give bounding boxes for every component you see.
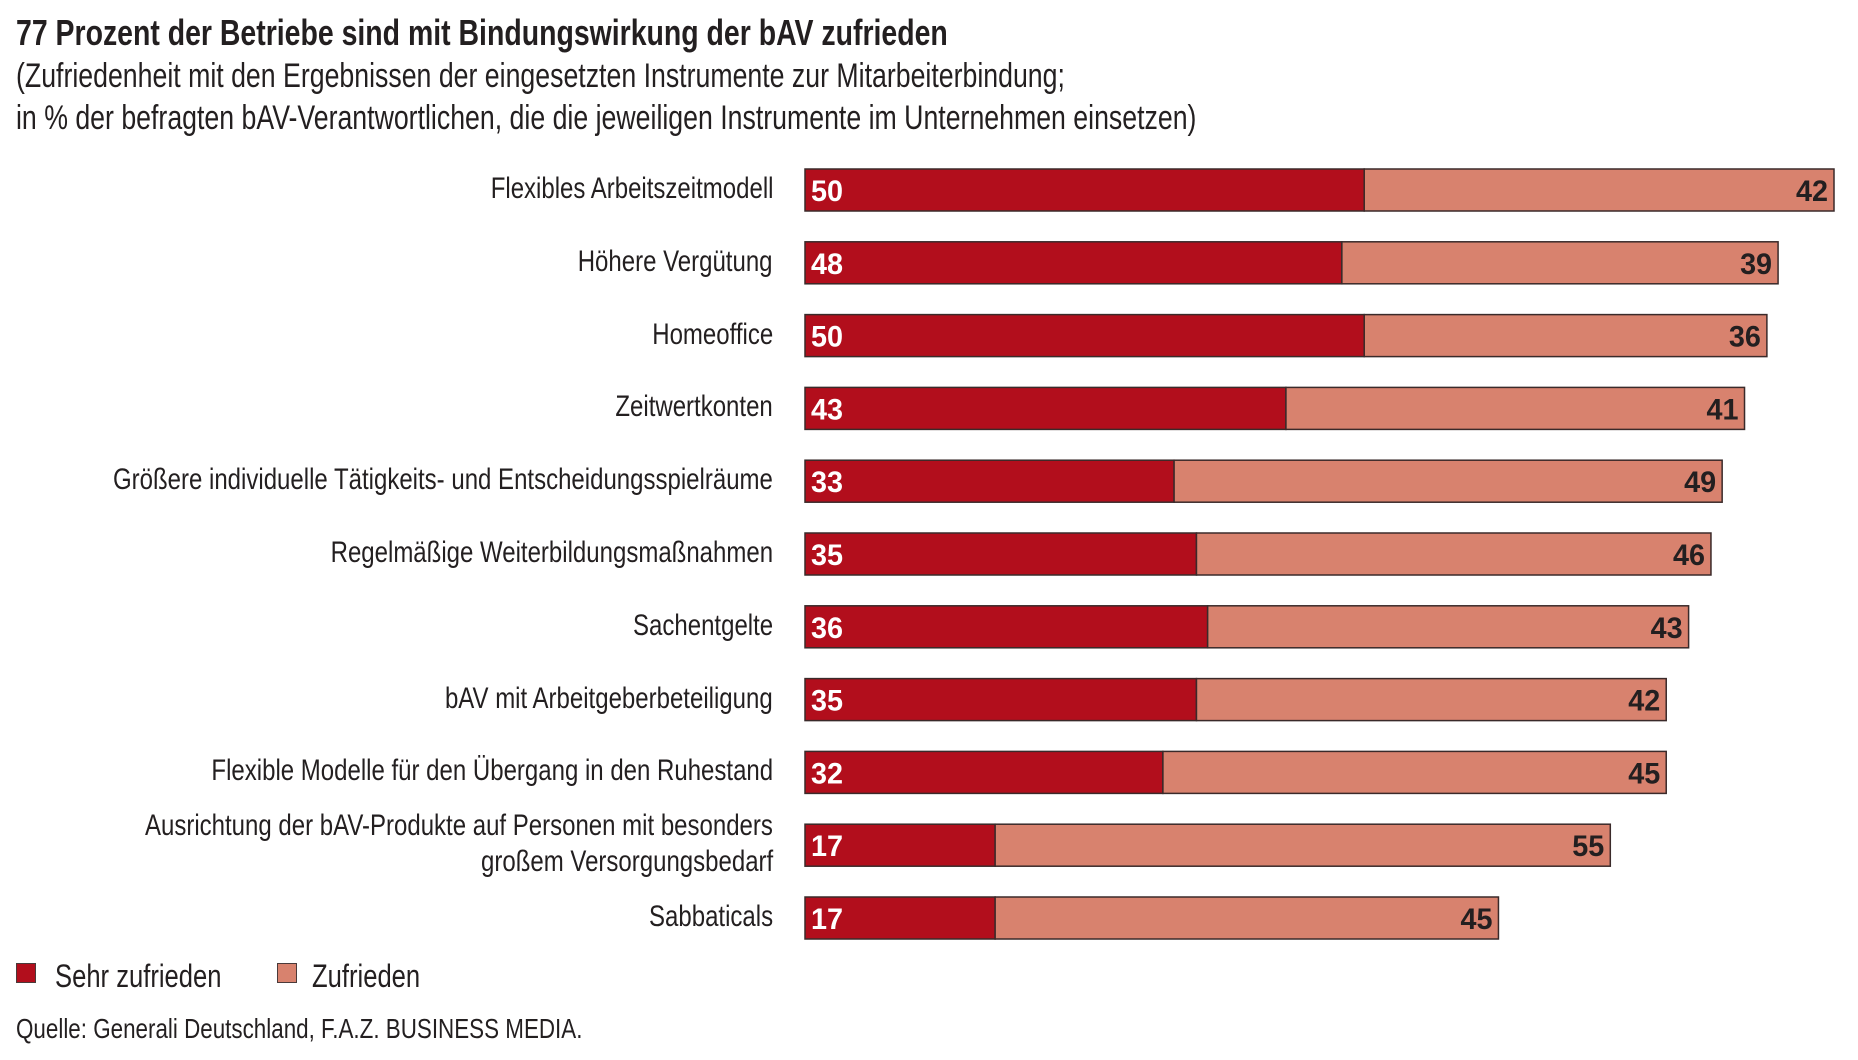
category-label: Flexible Modelle für den Übergang in den… xyxy=(211,754,773,788)
bar-segment-sehr-zufrieden xyxy=(804,168,1365,212)
bar-segment-zufrieden xyxy=(1173,459,1723,503)
category-label: großem Versorgungsbedarf xyxy=(480,845,773,879)
bar-row: 35 46 xyxy=(804,532,1712,576)
bar-segment-sehr-zufrieden xyxy=(804,750,1164,795)
data-label-sehr-zufrieden: 35 xyxy=(811,539,843,572)
data-label-sehr-zufrieden: 43 xyxy=(811,393,843,426)
data-label-sehr-zufrieden: 17 xyxy=(811,830,843,863)
bar-segment-sehr-zufrieden xyxy=(804,605,1209,649)
bar-row: 43 41 xyxy=(804,386,1746,431)
bar-segment-zufrieden xyxy=(994,896,1500,940)
category-label: Größere individuelle Tätigkeits- und Ent… xyxy=(113,463,773,497)
bar-segment-zufrieden xyxy=(1195,677,1667,722)
data-label-zufrieden: 36 xyxy=(1729,321,1761,354)
data-label-sehr-zufrieden: 48 xyxy=(811,248,843,281)
bar-segment-zufrieden xyxy=(994,823,1612,867)
bar-segment-sehr-zufrieden xyxy=(804,386,1287,431)
data-label-sehr-zufrieden: 50 xyxy=(811,175,843,208)
data-label-sehr-zufrieden: 36 xyxy=(811,612,843,645)
data-label-sehr-zufrieden: 32 xyxy=(811,757,843,790)
bar-row: 36 43 xyxy=(804,605,1690,649)
bar-segment-zufrieden xyxy=(1162,750,1667,795)
data-label-sehr-zufrieden: 17 xyxy=(811,903,843,936)
category-label: Sachentgelte xyxy=(632,608,773,642)
bar-segment-sehr-zufrieden xyxy=(804,532,1198,576)
data-label-zufrieden: 41 xyxy=(1707,393,1739,426)
category-label: Homeoffice xyxy=(652,317,773,351)
data-label-zufrieden: 39 xyxy=(1740,248,1772,281)
bar-row: 50 36 xyxy=(804,313,1768,358)
data-label-zufrieden: 42 xyxy=(1628,685,1660,718)
category-label: Höhere Vergütung xyxy=(578,244,773,278)
data-label-zufrieden: 42 xyxy=(1796,175,1828,208)
data-label-zufrieden: 46 xyxy=(1673,539,1705,572)
bar-segment-sehr-zufrieden xyxy=(804,896,996,940)
category-label: Zeitwertkonten xyxy=(615,390,773,424)
legend-label-zufrieden: Zufrieden xyxy=(312,958,421,994)
data-label-sehr-zufrieden: 35 xyxy=(811,685,843,718)
legend-label-sehr-zufrieden: Sehr zufrieden xyxy=(55,958,222,994)
chart-subtitle-line-2: in % der befragten bAV-Verantwortlichen,… xyxy=(16,99,1197,137)
bar-segment-sehr-zufrieden xyxy=(804,241,1343,285)
category-label: Sabbaticals xyxy=(648,900,773,933)
bar-row: 33 49 xyxy=(804,459,1723,503)
bar-row: 17 45 xyxy=(804,896,1500,940)
chart-subtitle-line-1: (Zufriedenheit mit den Ergebnissen der e… xyxy=(16,57,1065,95)
data-label-zufrieden: 45 xyxy=(1460,903,1492,936)
category-label: Regelmäßige Weiterbildungsmaßnahmen xyxy=(330,536,773,569)
bar-segment-sehr-zufrieden xyxy=(804,823,996,867)
bar-row: 35 42 xyxy=(804,677,1667,722)
bar-segment-zufrieden xyxy=(1363,313,1768,358)
bar-segment-zufrieden xyxy=(1285,386,1746,431)
bar-row: 32 45 xyxy=(804,750,1667,795)
legend-swatch-zufrieden xyxy=(277,963,297,983)
category-label: bAV mit Arbeitgeberbeteiligung xyxy=(445,681,773,715)
data-label-sehr-zufrieden: 50 xyxy=(811,321,843,354)
bar-row: 17 55 xyxy=(804,823,1612,867)
legend-swatch-sehr-zufrieden xyxy=(16,963,36,983)
chart-title: 77 Prozent der Betriebe sind mit Bindung… xyxy=(16,12,948,53)
source-note: Quelle: Generali Deutschland, F.A.Z. BUS… xyxy=(16,1013,583,1044)
bar-segment-sehr-zufrieden xyxy=(804,677,1198,722)
bar-segment-zufrieden xyxy=(1363,168,1835,212)
data-label-sehr-zufrieden: 33 xyxy=(811,466,843,499)
bar-row: 48 39 xyxy=(804,241,1779,285)
data-label-zufrieden: 55 xyxy=(1572,830,1604,863)
bar-row: 50 42 xyxy=(804,168,1835,212)
bar-segment-sehr-zufrieden xyxy=(804,459,1175,503)
bar-segment-zufrieden xyxy=(1195,532,1712,576)
category-label: Ausrichtung der bAV-Produkte auf Persone… xyxy=(145,809,773,843)
bar-segment-sehr-zufrieden xyxy=(804,313,1365,358)
data-label-zufrieden: 45 xyxy=(1628,757,1660,790)
bar-segment-zufrieden xyxy=(1206,605,1690,649)
bar-segment-zufrieden xyxy=(1341,241,1779,285)
data-label-zufrieden: 43 xyxy=(1651,612,1683,645)
data-label-zufrieden: 49 xyxy=(1684,466,1716,499)
category-label: Flexibles Arbeitszeitmodell xyxy=(490,172,773,205)
